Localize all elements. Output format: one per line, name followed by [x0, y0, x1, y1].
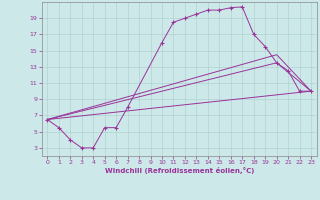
X-axis label: Windchill (Refroidissement éolien,°C): Windchill (Refroidissement éolien,°C): [105, 167, 254, 174]
